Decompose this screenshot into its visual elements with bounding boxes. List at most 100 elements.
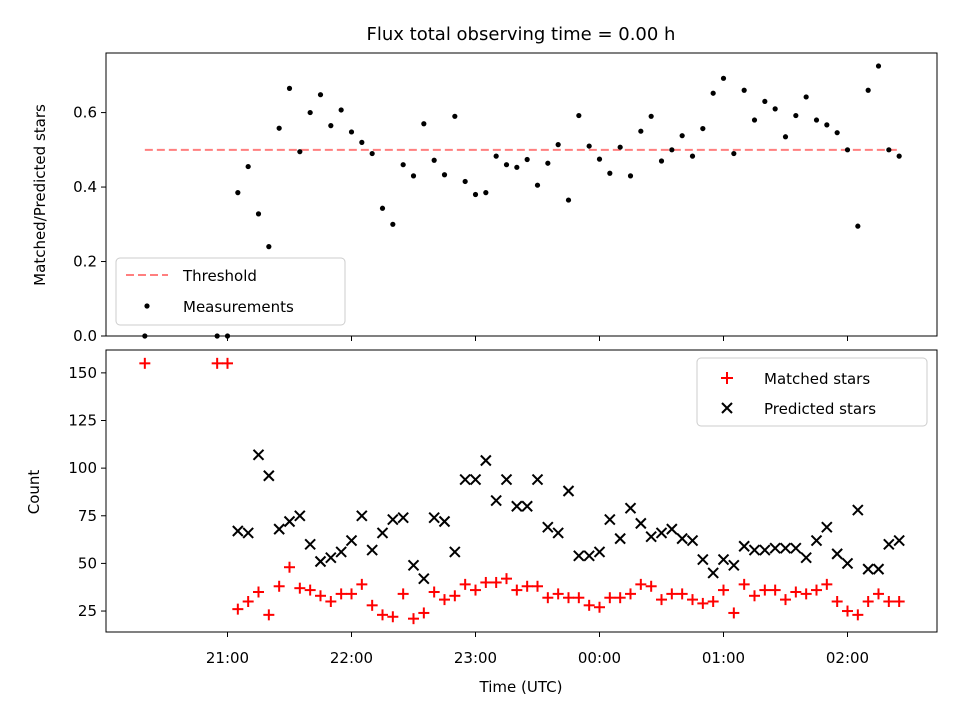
predicted-point-7 [304,538,316,551]
predicted-point-24 [480,454,492,467]
matched-point-64 [862,596,874,608]
measurement-point-24 [452,113,458,119]
bottom-y-tick-label-1: 50 [78,554,97,572]
matched-point-4 [242,596,254,608]
measurement-point-67 [896,153,902,159]
predicted-point-39 [635,517,647,530]
measurement-point-66 [886,147,892,153]
top-y-tick-label-0: 0.0 [73,327,97,345]
bottom-legend: Matched stars Predicted stars [696,357,928,427]
x-tick-label-3: 00:00 [578,649,621,667]
measurement-point-13 [338,107,344,113]
bottom-y-axis-label: Count [25,470,43,515]
matched-point-34 [552,588,564,600]
predicted-point-31 [552,527,564,539]
predicted-point-10 [335,546,347,558]
matched-point-40 [614,592,626,604]
predicted-point-47 [717,553,730,566]
measurement-point-4 [245,163,251,170]
measurement-point-39 [607,170,613,176]
matched-point-54 [759,584,771,596]
matched-point-12 [325,596,337,608]
chart-title: Flux total observing time = 0.00 h [367,24,676,45]
measurement-point-56 [782,134,789,140]
predicted-point-51 [759,544,771,556]
matched-point-44 [656,594,667,606]
matched-point-30 [511,584,523,596]
measurement-point-64 [865,87,871,93]
measurement-point-11 [317,92,324,98]
measurement-point-30 [514,164,520,170]
matched-point-26 [470,584,481,596]
matched-point-56 [780,594,791,606]
measurement-point-49 [710,90,716,96]
matched-point-24 [449,590,461,602]
measurement-point-63 [855,223,861,229]
top-legend-box [115,257,346,326]
predicted-point-27 [511,500,523,512]
matched-point-59 [811,584,822,596]
predicted-point-30 [542,521,554,533]
bottom-legend-box [696,357,928,427]
predicted-point-57 [821,521,833,533]
predicted-point-41 [655,527,668,539]
predicted-point-11 [345,534,358,547]
top-y-ticks: 0.0 0.2 0.4 0.6 [73,104,106,345]
predicted-point-9 [325,551,337,564]
x-tick-label-0: 21:00 [206,649,249,667]
measurement-point-17 [379,205,386,211]
matched-point-35 [563,592,574,604]
predicted-point-18 [418,572,430,585]
legend-predicted-swatch [721,402,733,414]
predicted-point-19 [428,511,440,524]
matched-point-21 [418,607,430,619]
matched-point-61 [831,596,843,608]
bottom-panel: Count Time (UTC) 25 50 75 100 125 150 21:00 22… [25,349,938,696]
measurement-point-5 [255,211,262,217]
predicted-point-62 [872,563,885,575]
predicted-point-1 [242,527,254,539]
measurement-point-65 [875,63,882,69]
matched-point-7 [273,580,285,592]
predicted-point-58 [831,548,843,560]
measurement-point-27 [483,190,489,196]
measurement-point-43 [648,113,654,119]
measurement-point-51 [731,150,737,157]
measurement-point-48 [700,125,706,132]
matched-point-53 [749,590,760,602]
matched-point-48 [697,597,709,609]
top-plot-area [142,63,902,339]
matched-point-16 [366,599,378,611]
matched-point-14 [346,588,357,600]
measurement-point-46 [679,133,685,139]
predicted-point-43 [676,532,688,545]
predicted-point-52 [769,542,781,554]
matched-point-38 [594,601,605,613]
predicted-point-22 [459,473,471,486]
measurement-point-3 [235,190,241,196]
measurement-point-20 [410,173,417,179]
predicted-point-5 [283,515,296,528]
matched-point-65 [873,588,884,600]
measurement-point-7 [276,125,282,131]
matched-point-29 [501,573,512,585]
predicted-point-46 [707,567,719,579]
predicted-point-34 [583,550,595,562]
predicted-point-15 [387,513,399,526]
measurement-point-25 [462,178,468,185]
predicted-point-0 [232,525,244,537]
predicted-point-45 [697,553,709,566]
predicted-point-56 [810,534,823,547]
matched-point-67 [893,596,905,608]
predicted-point-63 [883,538,895,551]
x-axis-label: Time (UTC) [479,678,563,696]
measurement-point-35 [565,197,572,203]
matched-point-43 [645,580,657,592]
predicted-point-61 [862,563,874,575]
matched-point-18 [387,611,399,623]
predicted-point-50 [748,544,761,556]
measurement-point-33 [545,160,551,166]
measurement-point-47 [689,153,696,159]
predicted-point-20 [438,515,451,528]
measurement-point-53 [751,117,758,123]
